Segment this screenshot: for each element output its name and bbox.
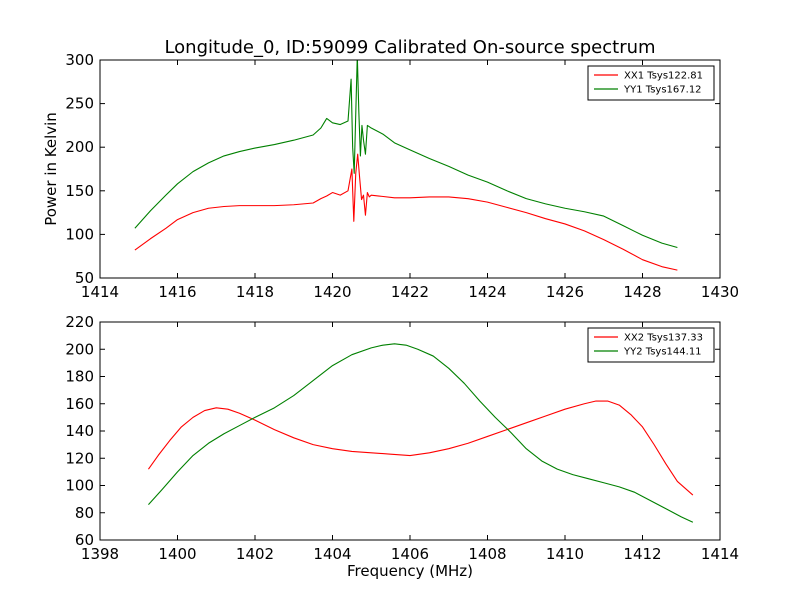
y-tick-label: 140 xyxy=(65,422,94,440)
x-tick-label: 1398 xyxy=(81,545,119,563)
y-tick-label: 120 xyxy=(65,449,94,467)
y-tick-label: 50 xyxy=(75,269,94,287)
y-tick-label: 250 xyxy=(65,95,94,113)
legend-entry: YY1 Tsys167.12 xyxy=(623,85,702,96)
series-line-xx xyxy=(134,153,678,271)
y-tick-label: 160 xyxy=(65,395,94,413)
y-tick-label: 80 xyxy=(75,504,94,522)
y-tick-label: 180 xyxy=(65,368,94,386)
x-tick-label: 1416 xyxy=(158,283,196,301)
x-tick-label: 1420 xyxy=(313,283,351,301)
y-tick-label: 200 xyxy=(65,340,94,358)
series-line-yy xyxy=(134,60,678,249)
x-tick-label: 1410 xyxy=(546,545,584,563)
legend: XX2 Tsys137.33 YY2 Tsys144.11 xyxy=(587,327,715,363)
y-tick-label: 300 xyxy=(65,51,94,69)
legend-entry: XX2 Tsys137.33 xyxy=(624,333,703,344)
y-tick-label: 100 xyxy=(65,477,94,495)
x-tick-label: 1414 xyxy=(701,545,739,563)
x-tick-label: 1412 xyxy=(623,545,661,563)
x-tick-label: 1426 xyxy=(546,283,584,301)
y-tick-label: 60 xyxy=(75,531,94,549)
y-tick-label: 150 xyxy=(65,182,94,200)
x-tick-label: 1414 xyxy=(81,283,119,301)
top-panel: 1414 1416 1418 1420 1422 1424 1426 1428 1430 50 10… xyxy=(65,51,739,301)
x-tick-label: 1418 xyxy=(236,283,274,301)
x-tick-label: 1424 xyxy=(468,283,506,301)
figure-title: Longitude_0, ID:59099 Calibrated On-sour… xyxy=(164,37,655,58)
x-tick-label: 1400 xyxy=(158,545,196,563)
series-line-yy xyxy=(148,343,694,523)
x-axis-label: Frequency (MHz) xyxy=(347,562,473,580)
legend-box xyxy=(587,65,715,101)
x-tick-label: 1422 xyxy=(391,283,429,301)
x-tick-label: 1428 xyxy=(623,283,661,301)
y-tick-label: 200 xyxy=(65,138,94,156)
x-tick-label: 1430 xyxy=(701,283,739,301)
legend: XX1 Tsys122.81 YY1 Tsys167.12 xyxy=(587,65,715,101)
series-line-xx xyxy=(147,400,694,496)
x-tick-label: 1402 xyxy=(236,545,274,563)
bottom-panel: 1398 1400 1402 1404 1406 1408 1410 1412 1414 60 80… xyxy=(65,313,739,563)
y-tick-label: 100 xyxy=(65,225,94,243)
y-axis-label: Power in Kelvin xyxy=(42,112,60,226)
legend-entry: XX1 Tsys122.81 xyxy=(624,71,703,82)
legend-box xyxy=(587,327,715,363)
legend-entry: YY2 Tsys144.11 xyxy=(623,347,702,358)
x-tick-label: 1404 xyxy=(313,545,351,563)
x-tick-label: 1408 xyxy=(468,545,506,563)
y-tick-label: 220 xyxy=(65,313,94,331)
x-tick-label: 1406 xyxy=(391,545,429,563)
